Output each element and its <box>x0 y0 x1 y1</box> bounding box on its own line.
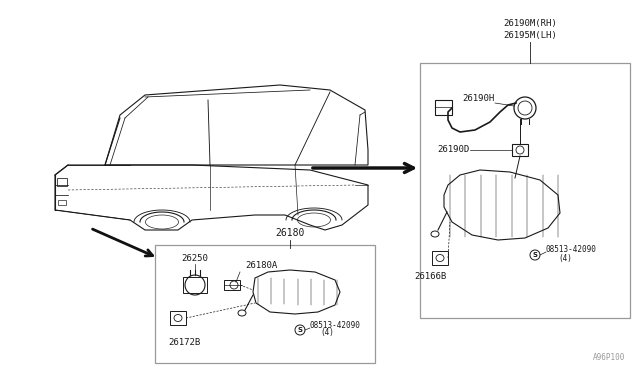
Text: 26250: 26250 <box>182 254 209 263</box>
Text: 26190M(RH): 26190M(RH) <box>503 19 557 28</box>
Text: A96P100: A96P100 <box>593 353 625 362</box>
Text: (4): (4) <box>320 328 334 337</box>
Bar <box>170 311 186 325</box>
Text: (4): (4) <box>558 253 572 263</box>
Text: 26180A: 26180A <box>245 261 277 270</box>
Bar <box>57 178 67 186</box>
Bar <box>512 144 528 156</box>
Text: 08513-42090: 08513-42090 <box>546 246 597 254</box>
Text: 26190D: 26190D <box>438 145 470 154</box>
Text: 08513-42090: 08513-42090 <box>310 321 361 330</box>
Text: 26195M(LH): 26195M(LH) <box>503 31 557 40</box>
Text: 26180: 26180 <box>275 228 305 238</box>
Bar <box>420 63 630 318</box>
Bar <box>432 251 448 265</box>
Text: 26190H: 26190H <box>463 94 495 103</box>
Text: 26172B: 26172B <box>168 338 200 347</box>
Bar <box>155 245 375 363</box>
Bar <box>435 100 452 115</box>
Bar <box>224 280 240 290</box>
Text: 26166B: 26166B <box>414 272 446 281</box>
Text: S: S <box>298 327 303 333</box>
Bar <box>58 200 66 205</box>
Text: S: S <box>532 252 538 258</box>
Bar <box>183 277 207 293</box>
